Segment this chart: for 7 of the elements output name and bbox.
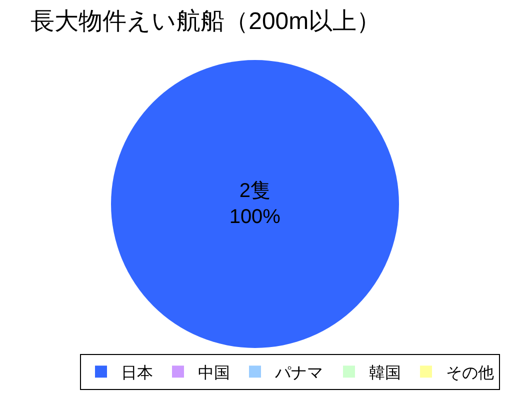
legend-label: パナマ	[274, 364, 323, 382]
legend-label: 中国	[198, 364, 230, 382]
legend-label: 日本	[121, 364, 153, 382]
legend-label: その他	[446, 364, 494, 382]
data-label: 2隻 100%	[229, 180, 281, 228]
chart-title: 長大物件えい航船（200m以上）	[30, 8, 381, 35]
legend-label: 韓国	[369, 364, 401, 382]
